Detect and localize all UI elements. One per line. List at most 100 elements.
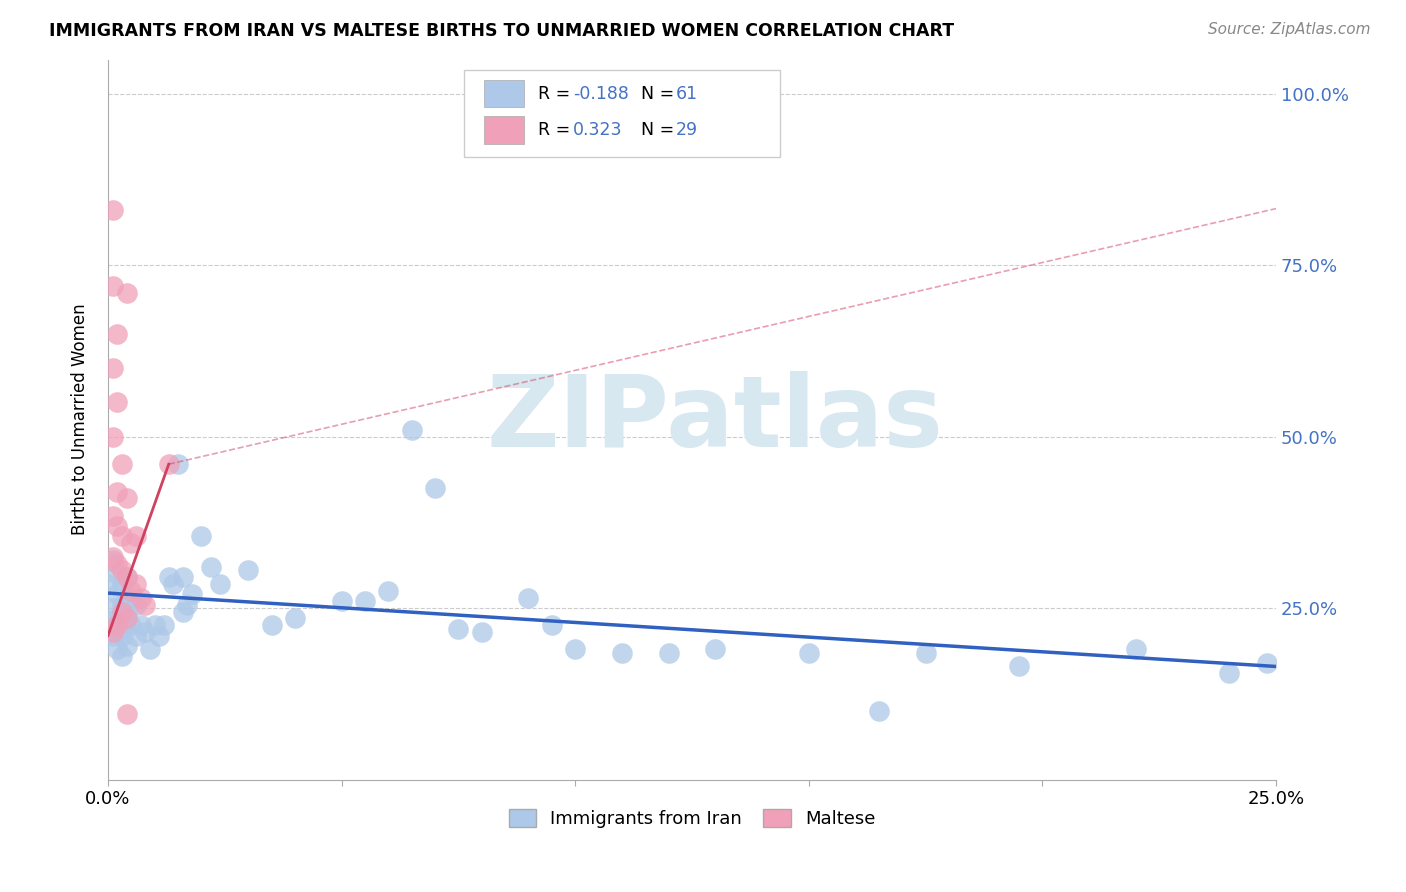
Point: [658, 646, 681, 660]
Point: [167, 457, 190, 471]
Point: [105, 519, 128, 533]
Point: [1218, 666, 1240, 681]
Point: [610, 646, 633, 660]
Point: [330, 594, 353, 608]
Text: ZIPatlas: ZIPatlas: [486, 371, 943, 468]
Point: [200, 560, 222, 574]
Point: [797, 646, 820, 660]
Point: [111, 622, 134, 636]
Point: [129, 591, 152, 605]
Point: [115, 491, 138, 506]
Point: [105, 326, 128, 341]
Point: [111, 629, 134, 643]
Point: [120, 618, 142, 632]
Point: [1008, 659, 1031, 673]
Point: [120, 536, 142, 550]
Point: [125, 577, 148, 591]
Text: R =: R =: [538, 85, 575, 103]
Point: [115, 570, 138, 584]
Text: -0.188: -0.188: [572, 85, 628, 103]
Point: [101, 430, 124, 444]
Point: [181, 587, 204, 601]
Point: [101, 279, 124, 293]
Point: [105, 587, 128, 601]
Point: [176, 598, 198, 612]
Point: [101, 601, 124, 615]
Point: [115, 611, 138, 625]
Point: [157, 570, 180, 584]
Text: R =: R =: [538, 121, 575, 139]
Text: 61: 61: [676, 85, 697, 103]
Point: [172, 570, 194, 584]
Point: [134, 625, 156, 640]
Point: [423, 481, 446, 495]
Text: 29: 29: [676, 121, 697, 139]
Point: [354, 594, 377, 608]
Point: [111, 649, 134, 664]
Point: [111, 577, 134, 591]
Point: [157, 457, 180, 471]
Point: [540, 618, 562, 632]
Point: [105, 642, 128, 657]
Point: [105, 618, 128, 632]
Point: [153, 618, 176, 632]
Point: [111, 598, 134, 612]
Text: Source: ZipAtlas.com: Source: ZipAtlas.com: [1208, 22, 1371, 37]
Point: [377, 584, 399, 599]
Point: [111, 457, 134, 471]
Text: 0.323: 0.323: [572, 121, 623, 139]
Point: [120, 584, 142, 599]
Point: [101, 508, 124, 523]
Point: [101, 553, 124, 567]
Point: [105, 566, 128, 581]
Point: [101, 625, 124, 640]
Point: [105, 484, 128, 499]
Y-axis label: Births to Unmarried Women: Births to Unmarried Women: [72, 304, 89, 535]
Point: [868, 704, 890, 718]
Point: [115, 570, 138, 584]
Text: N =: N =: [641, 121, 679, 139]
Point: [111, 564, 134, 578]
Point: [284, 611, 307, 625]
Point: [101, 549, 124, 564]
FancyBboxPatch shape: [484, 80, 524, 107]
Point: [162, 577, 184, 591]
Point: [139, 642, 162, 657]
Point: [105, 611, 128, 625]
Point: [236, 564, 259, 578]
Point: [447, 622, 470, 636]
Point: [101, 203, 124, 218]
Point: [914, 646, 936, 660]
Point: [1256, 656, 1278, 670]
Point: [401, 423, 423, 437]
Legend: Immigrants from Iran, Maltese: Immigrants from Iran, Maltese: [502, 802, 883, 836]
Point: [564, 642, 586, 657]
Point: [129, 618, 152, 632]
Point: [97, 577, 120, 591]
FancyBboxPatch shape: [464, 70, 779, 157]
Point: [125, 629, 148, 643]
Point: [115, 605, 138, 619]
FancyBboxPatch shape: [484, 116, 524, 144]
Point: [471, 625, 494, 640]
Point: [115, 285, 138, 300]
Point: [125, 598, 148, 612]
Point: [111, 605, 134, 619]
Point: [115, 707, 138, 722]
Point: [105, 395, 128, 409]
Point: [101, 361, 124, 376]
Point: [105, 618, 128, 632]
Point: [134, 598, 156, 612]
Point: [120, 591, 142, 605]
Point: [105, 557, 128, 571]
Point: [148, 629, 170, 643]
Point: [190, 529, 212, 543]
Point: [172, 605, 194, 619]
Text: IMMIGRANTS FROM IRAN VS MALTESE BIRTHS TO UNMARRIED WOMEN CORRELATION CHART: IMMIGRANTS FROM IRAN VS MALTESE BIRTHS T…: [49, 22, 955, 40]
Point: [517, 591, 540, 605]
Point: [704, 642, 727, 657]
Point: [143, 618, 166, 632]
Point: [209, 577, 232, 591]
Point: [111, 529, 134, 543]
Point: [1125, 642, 1147, 657]
